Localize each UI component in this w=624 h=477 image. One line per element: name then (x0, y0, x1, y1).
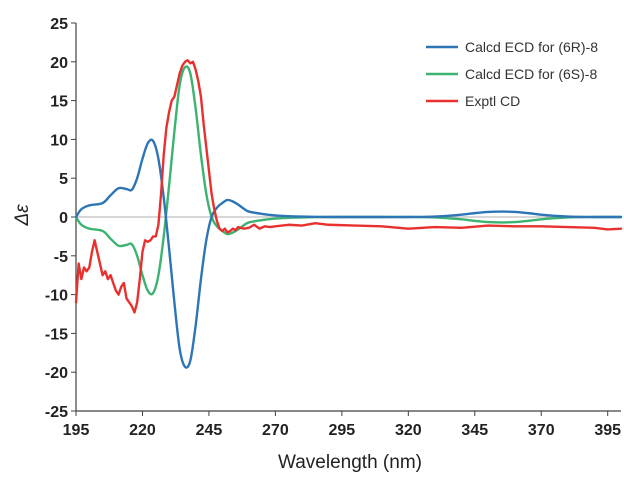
y-tick-label: 25 (50, 16, 68, 33)
x-tick-label: 195 (63, 422, 90, 439)
legend-label-2: Exptl CD (465, 93, 520, 109)
y-tick-label: -20 (45, 365, 68, 382)
series-line-1 (74, 65, 623, 296)
y-tick-label: 20 (50, 55, 68, 72)
x-tick-label: 395 (594, 422, 621, 439)
y-tick-label: -15 (45, 326, 68, 343)
series-line-2 (74, 59, 623, 314)
y-tick-label: 5 (59, 171, 68, 188)
legend-label-1: Calcd ECD for (6S)-8 (465, 66, 597, 82)
x-tick-label: 370 (528, 422, 555, 439)
legend: Calcd ECD for (6R)-8 Calcd ECD for (6S)-8… (426, 39, 598, 109)
y-tick-label: -5 (54, 249, 68, 266)
x-tick-label: 245 (196, 422, 223, 439)
x-tick-label: 295 (329, 422, 356, 439)
y-axis-label: Δε (12, 204, 33, 227)
series-line-0 (74, 138, 623, 369)
x-tick-label: 345 (461, 422, 488, 439)
x-tick-label: 220 (129, 422, 156, 439)
legend-label-0: Calcd ECD for (6R)-8 (465, 39, 598, 55)
y-tick-label: 10 (50, 132, 68, 149)
x-tick-label: 270 (262, 422, 289, 439)
x-axis-label: Wavelength (nm) (278, 452, 422, 473)
y-tick-label: -10 (45, 288, 68, 305)
x-tick-label: 320 (395, 422, 422, 439)
y-tick-label: 15 (50, 94, 68, 111)
series-layer (74, 59, 623, 369)
y-tick-label: 0 (59, 210, 68, 227)
y-tick-label: -25 (45, 404, 68, 421)
